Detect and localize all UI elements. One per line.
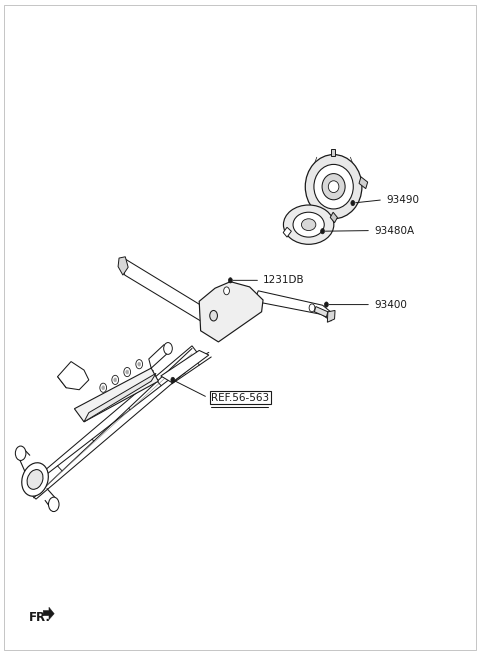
Circle shape: [164, 343, 172, 354]
Ellipse shape: [301, 219, 316, 231]
Polygon shape: [330, 212, 337, 223]
Circle shape: [102, 386, 105, 390]
Polygon shape: [161, 350, 209, 383]
Text: 93490: 93490: [386, 195, 420, 205]
Ellipse shape: [305, 155, 362, 219]
Ellipse shape: [322, 174, 345, 200]
Text: 93480A: 93480A: [374, 225, 415, 236]
Polygon shape: [199, 282, 263, 342]
Circle shape: [124, 367, 131, 377]
Ellipse shape: [328, 181, 339, 193]
Circle shape: [224, 287, 229, 295]
Polygon shape: [359, 177, 368, 189]
Text: 93400: 93400: [374, 299, 407, 310]
Circle shape: [321, 229, 324, 234]
Circle shape: [114, 378, 117, 382]
Circle shape: [138, 362, 141, 366]
Polygon shape: [24, 346, 202, 499]
Circle shape: [112, 375, 119, 384]
Circle shape: [228, 278, 232, 283]
Ellipse shape: [293, 212, 324, 237]
Ellipse shape: [22, 462, 48, 496]
Circle shape: [100, 383, 107, 392]
Circle shape: [136, 360, 143, 369]
Circle shape: [15, 446, 26, 460]
Polygon shape: [327, 310, 335, 322]
Text: REF.56-563: REF.56-563: [211, 392, 269, 403]
Text: FR.: FR.: [29, 610, 51, 624]
Circle shape: [210, 310, 217, 321]
Ellipse shape: [314, 164, 353, 209]
Polygon shape: [283, 227, 291, 237]
Circle shape: [48, 497, 59, 512]
Circle shape: [309, 304, 315, 312]
Text: 1231DB: 1231DB: [263, 275, 305, 286]
Circle shape: [324, 302, 328, 307]
Polygon shape: [314, 307, 328, 317]
Polygon shape: [254, 291, 332, 321]
Ellipse shape: [27, 470, 43, 489]
Polygon shape: [149, 345, 167, 368]
Polygon shape: [84, 373, 156, 422]
Polygon shape: [331, 149, 335, 156]
Polygon shape: [43, 607, 54, 620]
Polygon shape: [74, 368, 158, 422]
Circle shape: [351, 200, 355, 206]
Circle shape: [126, 370, 129, 374]
Ellipse shape: [283, 205, 334, 244]
Polygon shape: [118, 257, 128, 275]
Circle shape: [171, 377, 175, 383]
Polygon shape: [121, 259, 207, 321]
Polygon shape: [58, 362, 89, 390]
